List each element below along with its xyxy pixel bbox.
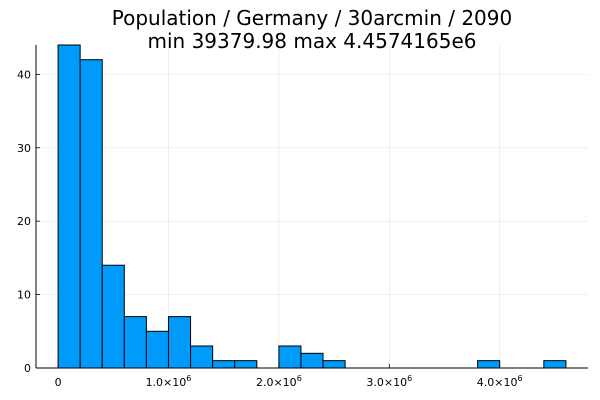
x-tick-label: 0 — [55, 376, 62, 389]
histogram-bar — [167, 316, 192, 369]
histogram-bar — [212, 360, 236, 369]
histogram-bar — [278, 345, 302, 369]
histogram-bar — [57, 44, 81, 369]
chart-title-line-1: Population / Germany / 30arcmin / 2090 — [112, 6, 512, 30]
x-tick-label: 3.0×106 — [366, 374, 412, 389]
y-tick-label: 30 — [17, 142, 31, 155]
y-tick-label: 0 — [24, 362, 31, 375]
y-tick-label: 10 — [17, 289, 31, 302]
histogram-bar — [79, 59, 103, 369]
histogram-bar — [123, 316, 147, 369]
x-tick-label: 4.0×106 — [477, 374, 523, 389]
histogram-bar — [543, 360, 567, 369]
histogram-bar — [101, 264, 125, 369]
axes — [35, 45, 588, 369]
y-tick-label: 40 — [17, 68, 31, 81]
y-tick-labels: 0 10 20 30 40 — [17, 68, 40, 375]
chart-title-line-2: min 39379.98 max 4.4574165e6 — [148, 29, 477, 53]
x-tick-label: 2.0×106 — [256, 374, 302, 389]
histogram-bar — [300, 352, 324, 369]
y-tick-label: 20 — [17, 215, 31, 228]
x-tick-labels: 0 1.0×106 2.0×106 3.0×106 4.0×106 — [55, 364, 523, 389]
histogram-bar — [234, 360, 258, 369]
histogram-bar — [190, 345, 214, 369]
histogram-bar — [322, 360, 346, 369]
histogram-bar — [145, 330, 169, 369]
histogram-bar — [477, 360, 501, 369]
x-tick-label: 1.0×106 — [146, 374, 192, 389]
histogram-bars — [57, 44, 567, 369]
